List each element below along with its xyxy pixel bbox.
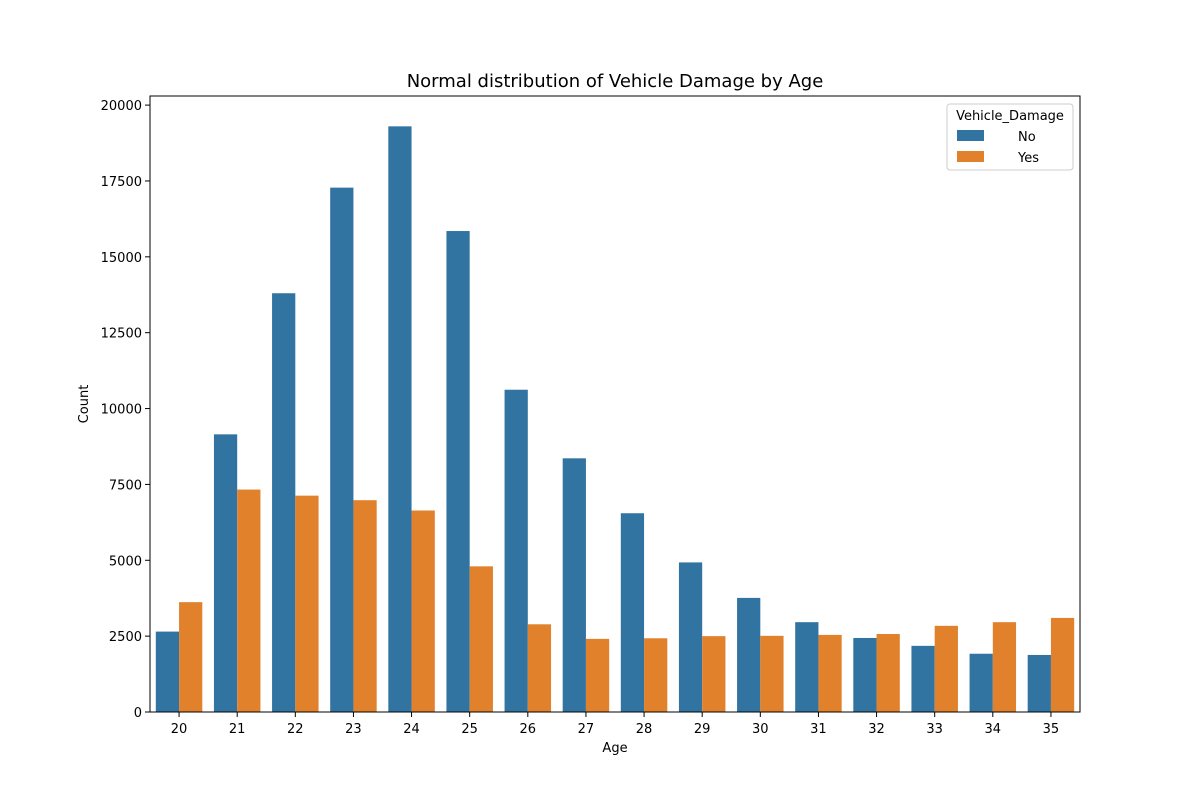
x-tick-label: 32	[868, 722, 885, 737]
bar-no-32	[853, 637, 877, 712]
x-tick-label: 33	[926, 722, 943, 737]
bar-no-20	[155, 631, 180, 712]
plot-frame	[149, 95, 1081, 713]
bar-yes-34	[992, 622, 1017, 712]
bar-yes-30	[760, 635, 784, 712]
bar-yes-27	[585, 638, 610, 712]
y-tick-label: 5000	[109, 554, 142, 569]
bar-yes-23	[353, 500, 377, 712]
legend-swatch-yes	[957, 151, 984, 162]
bar-yes-32	[876, 634, 900, 712]
chart-title: Normal distribution of Vehicle Damage by…	[407, 71, 824, 92]
bar-yes-33	[934, 625, 958, 712]
bar-no-29	[678, 562, 703, 712]
legend-label-yes: Yes	[1017, 151, 1039, 166]
bar-yes-21	[237, 489, 261, 712]
bar-yes-31	[818, 634, 842, 712]
x-tick-label: 26	[520, 722, 537, 737]
x-tick-label: 31	[810, 722, 827, 737]
bar-no-28	[620, 513, 645, 712]
x-tick-label: 25	[461, 722, 478, 737]
bar-no-34	[969, 653, 993, 712]
bar-no-24	[388, 126, 412, 713]
bar-yes-29	[702, 636, 726, 712]
bar-no-22	[272, 293, 296, 712]
legend: Vehicle_Damage No Yes	[946, 103, 1074, 171]
bar-no-31	[795, 622, 819, 712]
legend-title: Vehicle_Damage	[956, 109, 1064, 124]
bar-yes-22	[295, 495, 319, 712]
x-tick-label: 22	[287, 722, 304, 737]
x-tick-label: 35	[1043, 722, 1060, 737]
x-tick-label: 27	[578, 722, 595, 737]
axes-layer: 0 2500 5000 7500 10000 12500 15000 17500 20000 20…	[101, 95, 1081, 737]
x-tick-label: 21	[229, 722, 246, 737]
y-tick-label: 0	[134, 706, 142, 721]
legend-label-no: No	[1018, 130, 1036, 145]
x-tick-label: 24	[403, 722, 420, 737]
x-tick-label: 20	[171, 722, 188, 737]
bar-no-33	[911, 645, 935, 712]
y-axis-label: Count	[77, 385, 92, 424]
y-tick-label: 15000	[101, 251, 142, 266]
bar-no-21	[213, 434, 238, 712]
y-tick-label: 20000	[101, 99, 142, 114]
x-tick-label: 23	[345, 722, 362, 737]
x-tick-label: 28	[636, 722, 653, 737]
bar-no-26	[504, 389, 528, 712]
y-tick-label: 7500	[109, 478, 142, 493]
legend-swatch-no	[957, 130, 984, 141]
bars-layer	[155, 126, 1075, 713]
bar-yes-35	[1050, 617, 1075, 712]
bar-no-30	[737, 597, 761, 712]
bar-yes-28	[644, 638, 668, 712]
y-tick-label: 12500	[101, 327, 142, 342]
bar-yes-26	[527, 624, 552, 712]
y-tick-label: 10000	[101, 403, 142, 418]
bar-no-25	[446, 231, 470, 712]
x-tick-label: 29	[694, 722, 711, 737]
bar-no-35	[1027, 654, 1051, 712]
x-tick-label: 34	[985, 722, 1002, 737]
bar-no-23	[330, 187, 354, 712]
bar-yes-24	[411, 510, 435, 712]
bar-yes-25	[469, 566, 493, 712]
x-tick-label: 30	[752, 722, 769, 737]
y-tick-label: 2500	[109, 630, 142, 645]
x-axis-label: Age	[602, 741, 627, 756]
bar-no-27	[562, 458, 586, 712]
y-tick-label: 17500	[101, 175, 142, 190]
bar-yes-20	[179, 602, 203, 712]
